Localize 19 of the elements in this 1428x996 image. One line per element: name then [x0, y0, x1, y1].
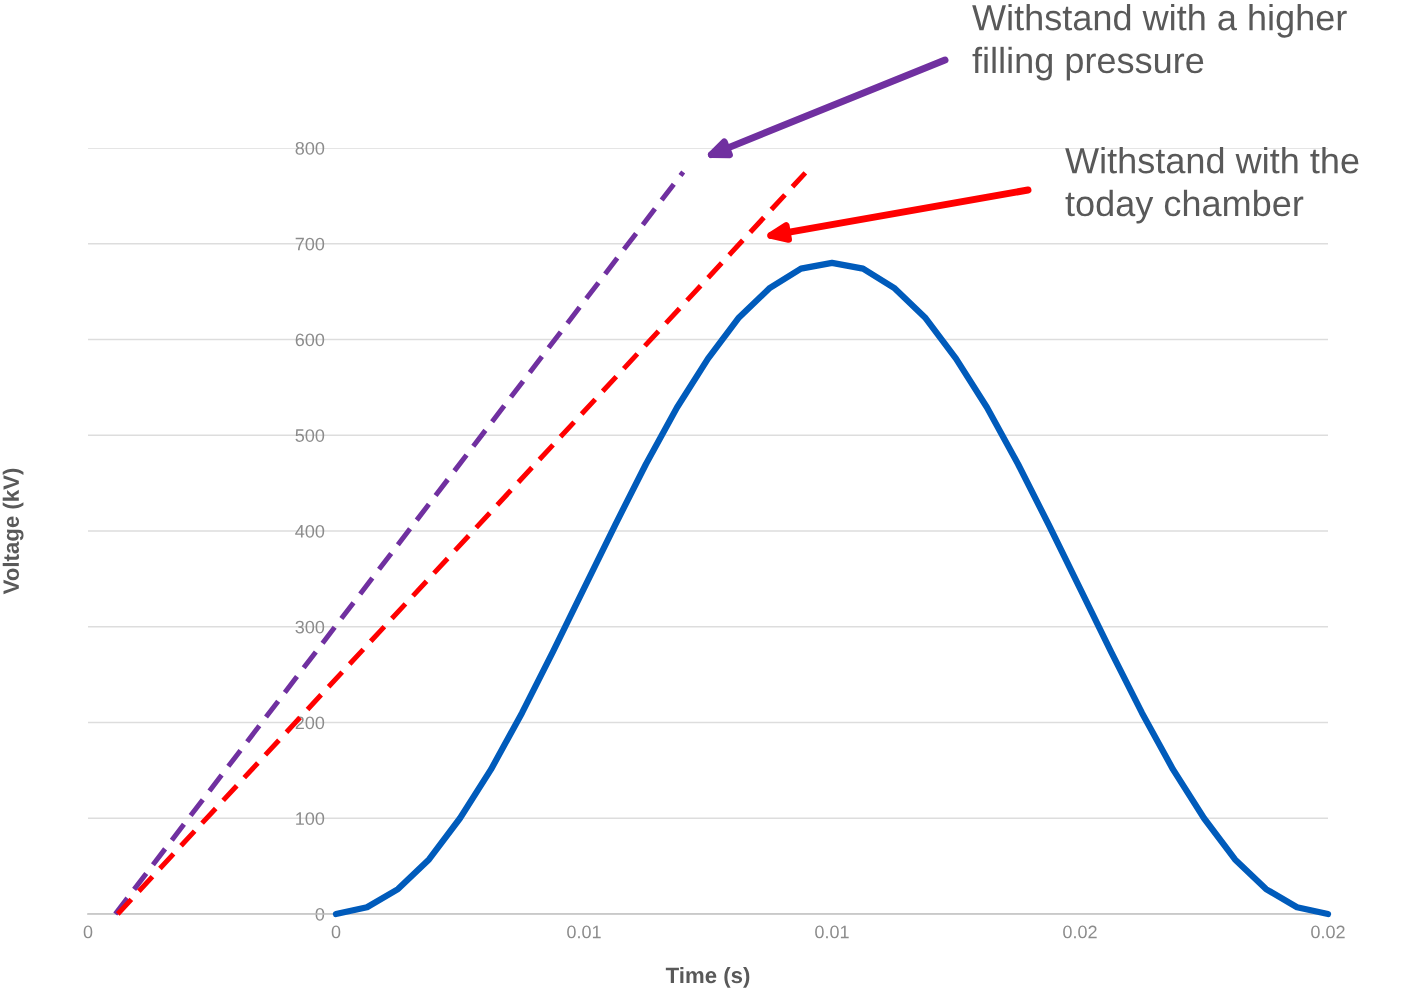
x-tick-label: 0.01 — [815, 925, 849, 939]
x-tick-label: 0 — [83, 925, 93, 939]
x-tick-label: 0.02 — [1063, 925, 1097, 939]
text: Withstand with a higher filling pressure — [972, 4, 1347, 81]
y-tick-label: 700 — [295, 237, 325, 251]
y-tick-label: 100 — [296, 812, 325, 825]
y-tick-label: 800 — [295, 141, 325, 155]
y-tick-label: 200 — [295, 716, 325, 730]
y-tick-label: 400 — [295, 524, 325, 538]
y-tick-label: 600 — [295, 333, 325, 347]
y-tick-label: 300 — [295, 620, 325, 634]
x-tick-label: 0.01 — [567, 925, 601, 939]
annotation: Withstand with the today chamber — [1065, 147, 1359, 224]
y-tick-label: 500 — [295, 429, 325, 442]
x-tick-label: 0.02 — [1311, 925, 1345, 939]
x-axis-title: Time (s) — [665, 966, 750, 988]
y-tick-label: 0 — [315, 907, 325, 921]
x-tick-label: 0 — [331, 925, 341, 939]
y-axis-title: Voltage (kV) — [2, 468, 24, 595]
